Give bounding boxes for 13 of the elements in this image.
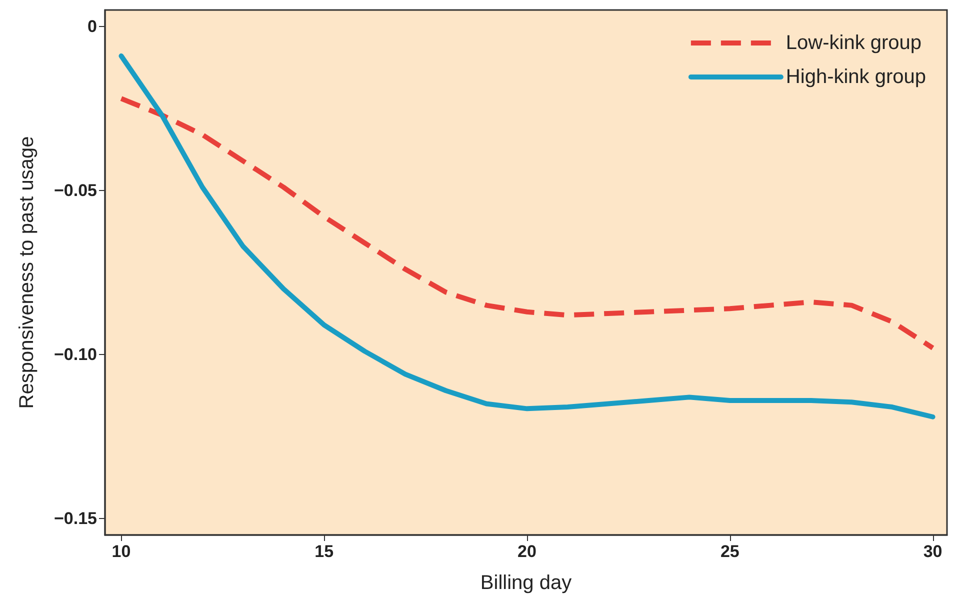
x-tick-label: 30 xyxy=(923,542,942,561)
y-tick-label: −0.10 xyxy=(54,345,97,364)
x-tick-label: 10 xyxy=(112,542,131,561)
x-tick-label: 20 xyxy=(518,542,536,561)
x-tick-label: 25 xyxy=(720,542,740,561)
legend-label: Low-kink group xyxy=(786,32,922,54)
y-tick-label: −0.15 xyxy=(54,509,97,528)
y-tick-label: 0 xyxy=(88,16,97,36)
x-tick-label: 15 xyxy=(314,542,334,561)
y-tick-label: −0.05 xyxy=(54,180,97,200)
x-axis-title: Billing day xyxy=(480,572,572,594)
legend-label: High-kink group xyxy=(786,66,926,88)
y-axis-title: Responsiveness to past usage xyxy=(16,136,38,409)
